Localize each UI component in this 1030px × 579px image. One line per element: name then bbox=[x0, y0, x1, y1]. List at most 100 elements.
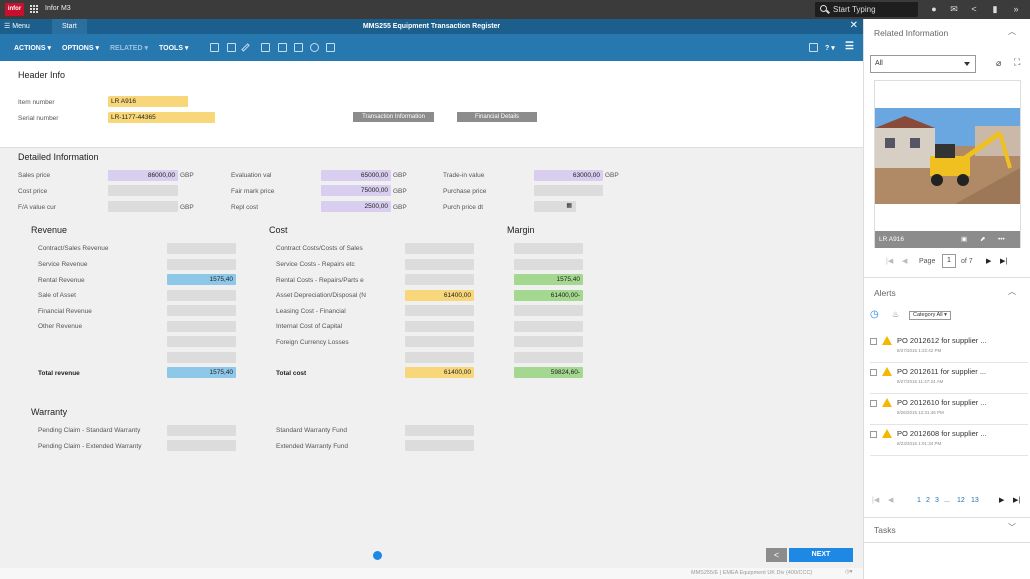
margin-field[interactable] bbox=[514, 321, 583, 332]
related-filter-select[interactable]: All bbox=[870, 55, 976, 73]
mail-icon[interactable]: ✉ bbox=[950, 4, 958, 14]
page-link[interactable]: 13 bbox=[971, 497, 979, 504]
page-link[interactable]: 2 bbox=[926, 497, 930, 504]
infor-logo[interactable]: infor bbox=[5, 3, 24, 16]
first-page-icon[interactable]: |◀ bbox=[886, 258, 894, 265]
edit-icon[interactable] bbox=[241, 43, 250, 52]
cost-field[interactable] bbox=[405, 274, 474, 285]
prev-page-icon[interactable]: ◀ bbox=[888, 497, 894, 504]
total-revenue-field[interactable]: 1575,40 bbox=[167, 367, 236, 378]
search-input[interactable]: Start Typing bbox=[815, 2, 918, 17]
cost-field[interactable] bbox=[405, 243, 474, 254]
alert-checkbox[interactable] bbox=[870, 338, 877, 345]
depreciation-margin-field[interactable]: 61400,00- bbox=[514, 290, 583, 301]
more-icon[interactable]: ••• bbox=[998, 236, 1005, 243]
trash-icon[interactable] bbox=[326, 43, 335, 52]
prev-page-icon[interactable]: ◀ bbox=[902, 258, 908, 265]
next-page-icon[interactable]: ▶ bbox=[986, 258, 992, 265]
revenue-field[interactable] bbox=[167, 352, 236, 363]
last-page-icon[interactable]: ▶| bbox=[1000, 258, 1008, 265]
category-select[interactable]: Category All ▾ bbox=[909, 311, 951, 320]
fire-icon[interactable]: ♨ bbox=[892, 310, 900, 319]
edit-page-icon[interactable] bbox=[809, 43, 818, 52]
list-icon[interactable] bbox=[227, 43, 236, 52]
total-margin-field[interactable]: 59824,60- bbox=[514, 367, 583, 378]
related-menu[interactable]: RELATED ▾ bbox=[110, 45, 148, 52]
cost-price-field[interactable] bbox=[108, 185, 178, 196]
revenue-field[interactable] bbox=[167, 290, 236, 301]
revenue-field[interactable] bbox=[167, 243, 236, 254]
alert-checkbox[interactable] bbox=[870, 369, 877, 376]
item-number-field[interactable]: LR A916 bbox=[108, 96, 188, 107]
alert-checkbox[interactable] bbox=[870, 400, 877, 407]
margin-field[interactable] bbox=[514, 259, 583, 270]
cost-field[interactable] bbox=[405, 352, 474, 363]
transaction-information-button[interactable]: Transaction Information bbox=[353, 112, 434, 122]
revenue-field[interactable] bbox=[167, 336, 236, 347]
close-icon[interactable]: ✕ bbox=[849, 20, 858, 31]
clock-sort-icon[interactable]: ◷ bbox=[870, 309, 879, 320]
rental-revenue-field[interactable]: 1575,40 bbox=[167, 274, 236, 285]
alert-item[interactable]: PO 2012611 for supplier ... 8/27/2015 11:… bbox=[870, 364, 1028, 394]
calendar-icon[interactable]: ▦ bbox=[566, 203, 572, 209]
alert-checkbox[interactable] bbox=[870, 431, 877, 438]
share-icon[interactable]: < bbox=[971, 4, 977, 14]
bookmark-icon[interactable]: ▮ bbox=[992, 4, 998, 14]
chevron-up-icon[interactable]: ︿ bbox=[1008, 287, 1016, 296]
help-menu[interactable]: ? ▾ bbox=[825, 45, 835, 52]
expand-panel-icon[interactable]: » bbox=[1013, 4, 1019, 14]
clock-icon[interactable]: ◷▾ bbox=[845, 569, 853, 575]
actions-menu[interactable]: ACTIONS ▾ bbox=[14, 45, 51, 52]
margin-field[interactable] bbox=[514, 305, 583, 316]
margin-field[interactable] bbox=[514, 243, 583, 254]
page-indicator-dot[interactable] bbox=[373, 551, 382, 560]
page-link[interactable]: 1 bbox=[917, 497, 921, 504]
open-icon[interactable]: ⬈ bbox=[980, 236, 986, 243]
fullscreen-icon[interactable]: ⛶ bbox=[1014, 57, 1021, 67]
cost-field[interactable] bbox=[405, 259, 474, 270]
extended-fund-field[interactable] bbox=[405, 440, 474, 451]
fa-value-field[interactable] bbox=[108, 201, 178, 212]
menu-button[interactable]: ☰ Menu bbox=[4, 23, 30, 30]
cost-field[interactable] bbox=[405, 321, 474, 332]
revenue-field[interactable] bbox=[167, 305, 236, 316]
attachment-icon[interactable]: ⌀ bbox=[996, 58, 1002, 68]
cost-field[interactable] bbox=[405, 305, 474, 316]
alert-item[interactable]: PO 2012612 for supplier ... 8/27/2015 1:2… bbox=[870, 333, 1028, 363]
delete-icon[interactable] bbox=[278, 43, 287, 52]
page-link[interactable]: 12 bbox=[957, 497, 965, 504]
page-input[interactable]: 1 bbox=[942, 254, 956, 268]
cost-field[interactable] bbox=[405, 336, 474, 347]
margin-field[interactable] bbox=[514, 336, 583, 347]
serial-number-field[interactable]: LR-1177-44365 bbox=[108, 112, 215, 123]
equipment-photo[interactable] bbox=[875, 108, 1020, 204]
last-page-icon[interactable]: ▶| bbox=[1013, 497, 1021, 504]
financial-details-button[interactable]: Financial Details bbox=[457, 112, 537, 122]
pending-extended-field[interactable] bbox=[167, 440, 236, 451]
purchase-price-field[interactable] bbox=[534, 185, 603, 196]
hamburger-icon[interactable]: ☰ bbox=[845, 41, 854, 52]
depreciation-cost-field[interactable]: 61400,00 bbox=[405, 290, 474, 301]
purchase-date-field[interactable]: ▦ bbox=[534, 201, 576, 212]
sales-price-field[interactable]: 86000,00 bbox=[108, 170, 178, 181]
revenue-field[interactable] bbox=[167, 321, 236, 332]
total-cost-field[interactable]: 61400,00 bbox=[405, 367, 474, 378]
first-page-icon[interactable]: |◀ bbox=[872, 497, 880, 504]
chevron-down-icon[interactable]: ﹀ bbox=[1008, 523, 1016, 532]
evaluation-field[interactable]: 65000,00 bbox=[321, 170, 391, 181]
repl-cost-field[interactable]: 2500,00 bbox=[321, 201, 391, 212]
app-grid-icon[interactable] bbox=[30, 5, 39, 14]
next-button[interactable]: NEXT bbox=[789, 548, 853, 562]
previous-button[interactable]: < bbox=[766, 548, 787, 562]
refresh-icon[interactable] bbox=[310, 43, 319, 52]
copy-icon[interactable] bbox=[261, 43, 270, 52]
standard-fund-field[interactable] bbox=[405, 425, 474, 436]
tab-start[interactable]: Start bbox=[52, 19, 87, 34]
trade-in-field[interactable]: 63000,00 bbox=[534, 170, 603, 181]
page-link[interactable]: 3 bbox=[935, 497, 939, 504]
zoom-icon[interactable]: ▣ bbox=[961, 236, 968, 243]
tools-menu[interactable]: TOOLS ▾ bbox=[159, 45, 189, 52]
user-icon[interactable]: ● bbox=[931, 4, 937, 14]
rental-margin-field[interactable]: 1575,40 bbox=[514, 274, 583, 285]
display-icon[interactable] bbox=[294, 43, 303, 52]
